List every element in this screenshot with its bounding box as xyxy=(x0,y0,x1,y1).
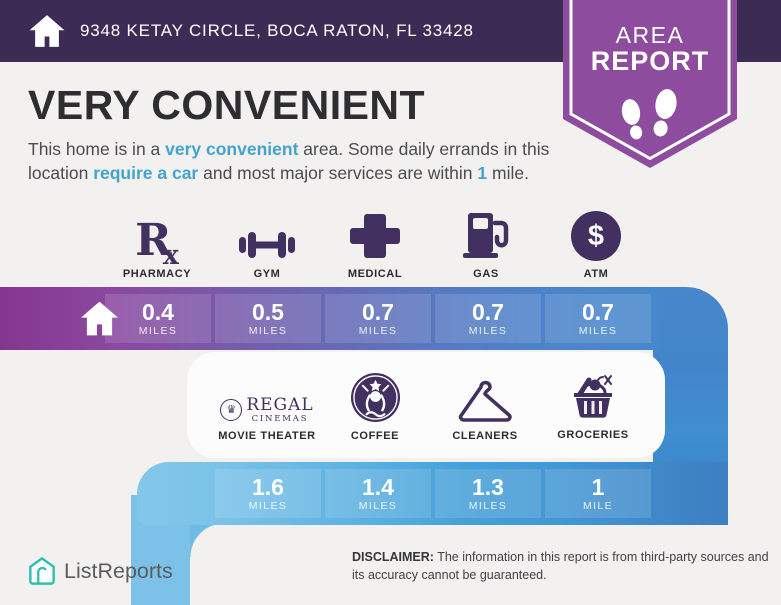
amenity-label: MEDICAL xyxy=(347,268,403,280)
distance-value: 0.7 xyxy=(362,298,394,325)
amenity-label: ATM xyxy=(583,268,609,280)
amenity-gym: GYM xyxy=(209,203,325,280)
home-icon xyxy=(29,15,65,47)
distance-cell-gym: 0.5 MILES xyxy=(215,294,321,343)
distance-value: 1.3 xyxy=(472,473,504,500)
amenity-label: PHARMACY xyxy=(122,268,192,280)
dollar-sign: $ xyxy=(587,219,605,252)
distance-unit: MILES xyxy=(138,325,178,338)
distance-cell-cleaners: 1.3 MILES xyxy=(435,469,541,518)
crown-glyph: ♛ xyxy=(226,403,237,417)
walkability-headline: VERY CONVENIENT xyxy=(28,82,426,128)
distance-cell-coffee: 1.4 MILES xyxy=(325,469,431,518)
grocery-basket-icon xyxy=(574,375,612,418)
badge-line2: REPORT xyxy=(590,46,710,76)
medical-cross-icon xyxy=(350,214,400,258)
amenity-label: COFFEE xyxy=(350,430,400,442)
desc-text: This home is in a xyxy=(28,139,166,159)
badge-pennant-shape xyxy=(563,0,737,168)
regal-crown-icon: ♛ xyxy=(220,398,243,421)
walkability-description: This home is in a very convenient area. … xyxy=(28,138,556,186)
distance-bar-row2: 1.6 MILES 1.4 MILES 1.3 MILES 1 MILE xyxy=(137,462,728,525)
distance-unit: MILES xyxy=(468,325,508,338)
footprints-icon xyxy=(621,89,677,140)
desc-accent-very-convenient: very convenient xyxy=(165,139,299,159)
home-icon xyxy=(81,301,118,336)
hanger-icon xyxy=(458,380,512,422)
area-report-badge: AREA REPORT xyxy=(563,0,737,168)
amenity-movie-theater: ♛ REGAL CINEMAS MOVIE THEATER xyxy=(209,381,325,442)
gas-pump-icon xyxy=(463,213,509,258)
distance-cell-movie-theater: 1.6 MILES xyxy=(215,469,321,518)
distance-unit: MILES xyxy=(468,500,508,513)
distance-unit: MILES xyxy=(248,500,288,513)
property-address: 9348 KETAY CIRCLE, BOCA RATON, FL 33428 xyxy=(80,21,474,40)
disclaimer-body: The information in this report is from t… xyxy=(352,550,769,582)
desc-accent-one: 1 xyxy=(477,162,488,183)
distance-cell-groceries: 1 MILE xyxy=(545,469,651,518)
distance-value: 0.7 xyxy=(472,298,504,325)
distance-value: 1 xyxy=(591,473,605,500)
amenity-cleaners: CLEANERS xyxy=(427,378,543,442)
regal-cinemas-logo: ♛ REGAL CINEMAS xyxy=(220,394,314,424)
distance-unit: MILES xyxy=(578,325,618,338)
regal-wordmark-sub: CINEMAS xyxy=(251,413,309,424)
starbucks-siren-logo xyxy=(350,372,400,423)
distance-cell-atm: 0.7 MILES xyxy=(545,294,651,343)
dumbbell-icon xyxy=(239,232,295,258)
amenity-gas: GAS xyxy=(428,203,544,280)
distance-cell-medical: 0.7 MILES xyxy=(325,294,431,343)
disclaimer-text: DISCLAIMER: The information in this repo… xyxy=(352,549,770,584)
distance-unit: MILES xyxy=(358,325,398,338)
disclaimer-label: DISCLAIMER: xyxy=(352,550,434,564)
distance-cell-pharmacy: 0.4 MILES xyxy=(105,294,211,343)
distance-value: 0.4 xyxy=(142,298,174,325)
distance-value: 1.4 xyxy=(362,473,394,500)
distance-unit: MILES xyxy=(248,325,288,338)
desc-text: and most major services are within xyxy=(198,162,478,183)
amenity-label: GAS xyxy=(473,268,499,280)
distance-cell-gas: 0.7 MILES xyxy=(435,294,541,343)
amenity-coffee: COFFEE xyxy=(317,372,433,442)
amenity-label: CLEANERS xyxy=(452,430,518,442)
distance-value: 1.6 xyxy=(252,473,284,500)
rx-icon: Rx xyxy=(135,215,179,272)
desc-accent-require-a-car: require a car xyxy=(93,162,199,183)
amenity-label: MOVIE THEATER xyxy=(218,430,316,442)
distance-unit: MILES xyxy=(358,500,398,513)
regal-wordmark: REGAL xyxy=(246,394,314,415)
amenity-label: GROCERIES xyxy=(557,429,629,441)
badge-line1: AREA xyxy=(615,22,685,48)
amenity-pharmacy: Rx PHARMACY xyxy=(99,203,215,280)
listreports-house-icon xyxy=(29,557,55,585)
distance-unit: MILE xyxy=(582,500,614,513)
distance-value: 0.5 xyxy=(252,298,284,325)
amenity-atm: $ ATM xyxy=(538,203,654,280)
amenity-medical: MEDICAL xyxy=(317,203,433,280)
desc-text: area. Some daily errands in this locatio… xyxy=(28,139,550,183)
distance-bar-row1: 0.4 MILES 0.5 MILES 0.7 MILES 0.7 MILES … xyxy=(0,287,660,350)
desc-text: mile. xyxy=(487,162,529,183)
distance-value: 0.7 xyxy=(582,298,614,325)
amenity-label: GYM xyxy=(253,268,281,280)
dollar-circle-icon: $ xyxy=(571,211,621,261)
brand-name: ListReports xyxy=(64,558,173,583)
bar-concave-corner xyxy=(190,523,224,557)
listreports-logo: ListReports xyxy=(28,556,173,586)
amenity-groceries: GROCERIES xyxy=(535,372,651,441)
